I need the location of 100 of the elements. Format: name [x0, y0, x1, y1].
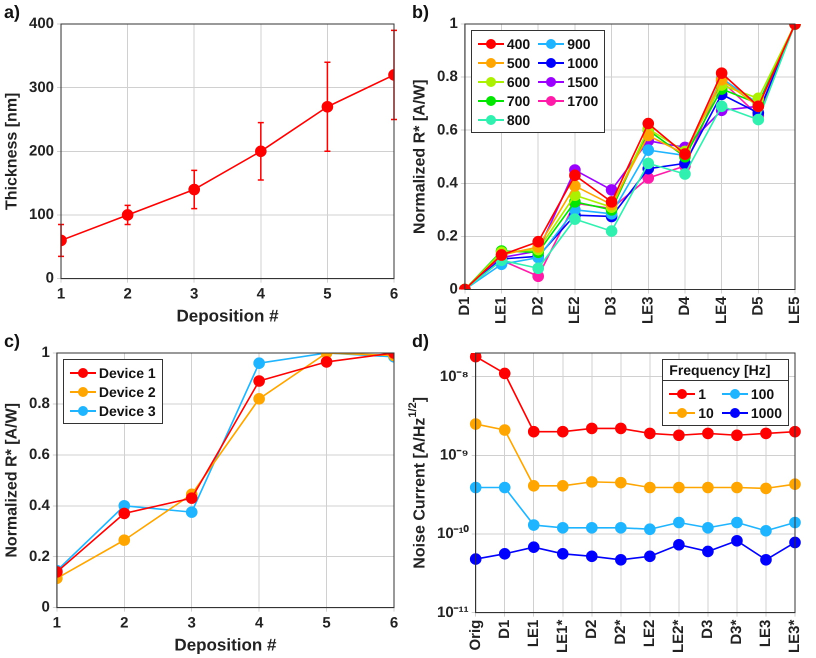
point	[731, 482, 743, 494]
point	[498, 424, 511, 436]
chart-title: c)	[4, 331, 20, 352]
x-tick-label: D3	[602, 296, 620, 316]
point	[615, 554, 627, 566]
y-tick-label: 10⁻⁹	[440, 446, 469, 464]
x-tick-label: 5	[323, 286, 332, 303]
point	[528, 480, 540, 492]
legend-label: 800	[506, 112, 530, 128]
point	[498, 548, 511, 560]
x-tick-label: 3	[190, 286, 198, 303]
point	[586, 550, 598, 562]
x-tick-label: D5	[749, 296, 766, 316]
legend-label: 1700	[567, 92, 598, 108]
point	[644, 523, 656, 536]
x-tick-label: LE2*	[670, 620, 688, 654]
x-tick-label: LE2	[640, 620, 658, 648]
y-tick-label: 0.4	[28, 496, 50, 514]
y-tick-label: 10⁻⁸	[440, 368, 469, 385]
point	[586, 422, 598, 434]
y-tick-label: 10⁻¹⁰	[436, 524, 470, 542]
point	[789, 426, 801, 438]
point	[470, 553, 482, 565]
point	[702, 428, 714, 440]
x-tick-label: LE1	[492, 296, 510, 324]
x-axis-title: Deposition #	[174, 635, 277, 654]
x-tick-label: D2	[582, 620, 600, 639]
x-tick-label: LE3	[639, 296, 656, 324]
y-tick-label: 0.6	[436, 121, 458, 138]
point	[760, 482, 772, 494]
point	[528, 519, 540, 531]
point	[642, 118, 654, 130]
legend-label: Device 3	[98, 402, 156, 418]
y-tick-label: 1	[42, 344, 50, 362]
point	[702, 482, 714, 494]
x-tick-label: 6	[390, 286, 398, 303]
point	[644, 550, 656, 562]
legend-label: 1000	[567, 54, 598, 70]
x-tick-label: 1	[56, 286, 66, 303]
y-tick-label: 300	[28, 78, 54, 96]
y-axis-title: Thickness [nm]	[3, 92, 20, 210]
y-tick-label: 0.2	[436, 228, 458, 245]
y-tick-label: 0.2	[28, 548, 50, 565]
x-tick-label: D4	[676, 296, 694, 316]
x-tick-label: LE3*	[786, 620, 804, 654]
point	[673, 538, 685, 551]
point	[556, 522, 569, 534]
legend-label: 900	[567, 36, 591, 52]
y-axis-title: Noise Current [A/Hz1/2]	[407, 396, 428, 569]
x-tick-label: LE4	[712, 296, 730, 324]
legend-label: 500	[506, 54, 530, 70]
legend-label: 100	[750, 386, 774, 402]
legend-title: Frequency [Hz]	[663, 360, 788, 381]
y-tick-label: 0.8	[28, 395, 50, 412]
y-tick-label: 0.8	[436, 68, 458, 86]
point	[586, 476, 598, 488]
point	[615, 522, 627, 534]
point	[532, 236, 544, 248]
x-tick-label: D1	[456, 296, 473, 316]
point	[470, 353, 482, 362]
x-tick-label: LE1*	[554, 620, 571, 654]
x-tick-label: LE1	[524, 620, 542, 648]
x-tick-label: 2	[120, 614, 128, 632]
point	[789, 516, 801, 528]
x-tick-label: D3	[699, 620, 716, 639]
y-tick-label: 400	[28, 15, 54, 32]
point	[789, 536, 801, 548]
x-tick-label: 2	[123, 286, 132, 303]
y-tick-label: 1	[450, 15, 458, 32]
y-tick-label: 0.6	[28, 446, 50, 463]
point	[615, 422, 627, 434]
point	[642, 144, 654, 156]
point	[569, 180, 581, 192]
x-tick-label: D2*	[612, 619, 629, 645]
point	[760, 428, 772, 440]
x-tick-label: 4	[256, 286, 266, 303]
point	[606, 184, 618, 196]
x-axis-title: Deposition #	[176, 306, 280, 326]
x-tick-label: LE5	[786, 296, 804, 324]
point	[615, 476, 627, 488]
point	[569, 213, 581, 225]
point	[528, 541, 540, 553]
point	[556, 548, 569, 560]
y-tick-label: 10⁻¹¹	[436, 604, 469, 621]
y-tick-label: 0	[42, 598, 50, 616]
point	[532, 262, 544, 274]
point	[731, 429, 743, 442]
point	[644, 428, 656, 440]
legend-label: 400	[506, 36, 530, 52]
point	[731, 516, 743, 528]
point	[586, 522, 598, 534]
x-tick-label: LE3	[757, 620, 774, 648]
point	[498, 482, 511, 494]
legend-label: 1	[698, 386, 706, 402]
point	[789, 478, 801, 490]
point	[569, 170, 581, 182]
point	[752, 114, 764, 126]
point	[556, 426, 569, 438]
legend-label: 1000	[750, 404, 782, 420]
x-tick-label: 4	[254, 614, 264, 632]
